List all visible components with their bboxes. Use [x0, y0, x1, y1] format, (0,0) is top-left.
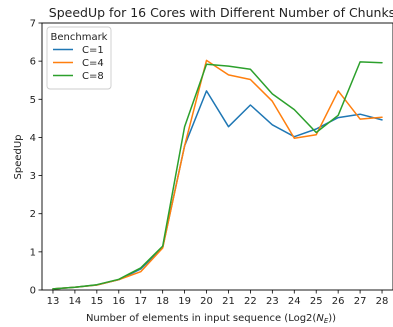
x-tick-label: 24	[288, 296, 301, 307]
series-line-2	[52, 59, 383, 290]
y-tick-label: 0	[30, 286, 36, 297]
y-tick-label: 5	[30, 95, 36, 106]
x-tick-label: 21	[222, 296, 235, 307]
y-tick-label: 1	[30, 247, 36, 258]
x-axis-label-text: Number of elements in input sequence (Lo…	[86, 313, 316, 324]
x-tick-label: 16	[112, 296, 125, 307]
x-axis-label-symbol: N	[316, 313, 324, 324]
series-line-3	[52, 61, 383, 290]
x-tick-label: 18	[156, 296, 169, 307]
x-tick-label: 22	[244, 296, 257, 307]
x-tick-label: 20	[200, 296, 213, 307]
x-tick-label: 17	[134, 296, 147, 307]
x-axis-label-subscript: E	[324, 317, 329, 325]
legend-label: C=1	[82, 45, 104, 56]
series-lines	[52, 59, 383, 290]
legend: Benchmark C=1 C=4 C=8	[46, 26, 112, 90]
x-tick-label: 27	[354, 296, 367, 307]
legend-title: Benchmark	[51, 32, 108, 43]
legend-box	[46, 26, 112, 90]
y-tick-label: 6	[30, 57, 36, 68]
x-tick-label: 26	[332, 296, 345, 307]
x-tick-label: 15	[90, 296, 103, 307]
x-tick-label: 13	[47, 296, 60, 307]
x-tick-label: 23	[266, 296, 279, 307]
chart-title: SpeedUp for 16 Cores with Different Numb…	[49, 5, 393, 20]
y-tick-label: 3	[30, 171, 36, 182]
x-axis-label: Number of elements in input sequence (Lo…	[86, 313, 336, 325]
x-tick-label: 19	[178, 296, 191, 307]
x-tick-label: 14	[69, 296, 82, 307]
y-tick-label: 2	[30, 209, 36, 220]
y-tick-label: 7	[30, 19, 36, 30]
x-axis-label-end: ))	[328, 313, 336, 324]
x-tick-label: 25	[310, 296, 323, 307]
legend-label: C=4	[82, 58, 104, 69]
y-axis: 0 1 2 3 4 5 6 7	[30, 19, 42, 297]
legend-items: C=1 C=4 C=8	[53, 45, 104, 82]
series-line-1	[52, 90, 383, 290]
x-axis: 13 14 15 16 17 18 19 20 21 22 23 24 25 26 27 28	[47, 290, 389, 307]
legend-label: C=8	[82, 71, 104, 82]
x-tick-label: 28	[376, 296, 389, 307]
y-tick-label: 4	[30, 133, 36, 144]
plot-frame	[41, 22, 393, 291]
y-axis-label: SpeedUp	[13, 134, 24, 179]
